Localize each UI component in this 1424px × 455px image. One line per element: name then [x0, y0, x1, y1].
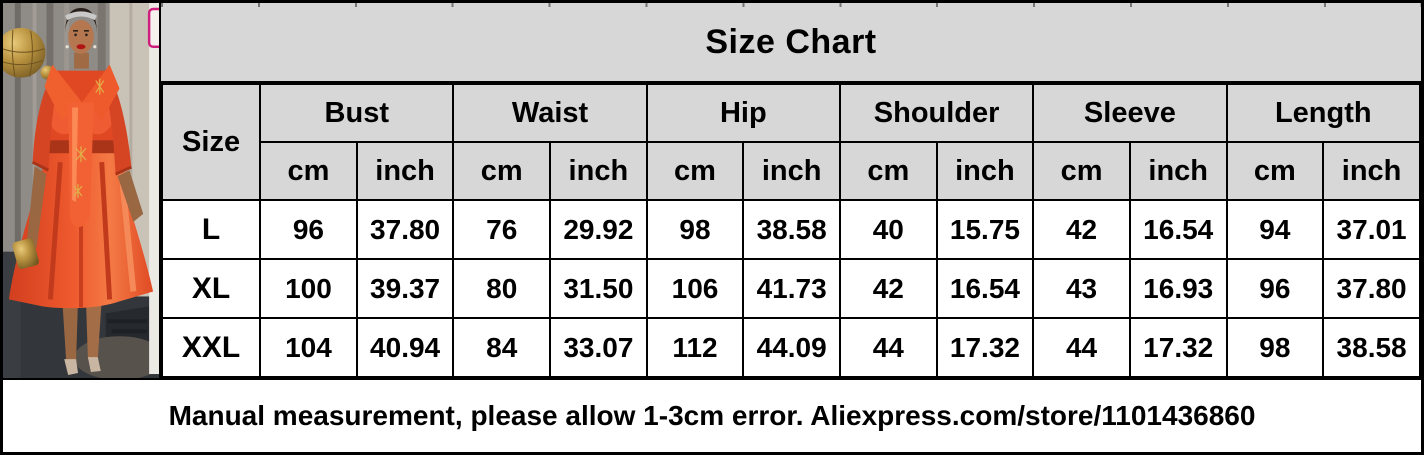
main-content: Size Chart Size Bust Waist Hip Shoulder … — [3, 3, 1421, 378]
group-header-bust: Bust — [259, 83, 455, 143]
size-label: XXL — [160, 317, 262, 378]
model-photo-illustration — [3, 3, 159, 378]
unit-header-cm: cm — [259, 141, 358, 201]
measurement-cell: 40 — [838, 199, 938, 260]
measurement-cell: 104 — [259, 317, 358, 378]
unit-header-inch: inch — [549, 141, 648, 201]
group-header-waist: Waist — [452, 83, 648, 143]
size-label: XL — [160, 258, 262, 319]
measurement-cell: 80 — [452, 258, 552, 319]
group-header-row: Size Bust Waist Hip Shoulder Sleeve Leng… — [160, 83, 1421, 201]
size-label: L — [160, 199, 262, 260]
measurement-cell: 29.92 — [549, 199, 648, 260]
measurement-cell: 44.09 — [742, 317, 841, 378]
measurement-cell: 38.58 — [742, 199, 841, 260]
measurement-cell: 96 — [1225, 258, 1325, 319]
title-row: Size Chart — [161, 3, 1421, 83]
measurement-cell: 16.54 — [1128, 199, 1228, 260]
unit-header-inch: inch — [1322, 141, 1421, 201]
measurement-cell: 94 — [1225, 199, 1325, 260]
measurement-cell: 17.32 — [935, 317, 1035, 378]
measurement-cell: 15.75 — [935, 199, 1035, 260]
unit-header-inch: inch — [935, 141, 1035, 201]
unit-header-inch: inch — [1128, 141, 1228, 201]
measurement-cell: 98 — [1225, 317, 1325, 378]
measurement-cell: 44 — [1032, 317, 1131, 378]
gold-clutch — [12, 238, 39, 270]
model-head — [65, 7, 97, 69]
measurement-cell: 16.54 — [935, 258, 1035, 319]
measurement-cell: 31.50 — [549, 258, 648, 319]
measurement-cell: 40.94 — [355, 317, 455, 378]
unit-header-inch: inch — [355, 141, 455, 201]
measurement-cell: 42 — [838, 258, 938, 319]
size-row-xl: XL 100 39.37 80 31.50 106 41.73 42 16.54… — [160, 258, 1421, 319]
measurement-cell: 17.32 — [1128, 317, 1228, 378]
group-header-shoulder: Shoulder — [838, 83, 1035, 143]
model-legs — [62, 299, 102, 376]
footer-note: Manual measurement, please allow 1-3cm e… — [168, 400, 1256, 431]
measurement-cell: 106 — [645, 258, 745, 319]
footer-row: Manual measurement, please allow 1-3cm e… — [3, 378, 1421, 452]
measurement-cell: 96 — [259, 199, 358, 260]
group-header-hip: Hip — [645, 83, 841, 143]
magenta-tag — [147, 7, 159, 49]
group-header-sleeve: Sleeve — [1032, 83, 1228, 143]
group-header-length: Length — [1225, 83, 1421, 143]
measurement-cell: 16.93 — [1128, 258, 1228, 319]
measurement-cell: 98 — [645, 199, 745, 260]
measurement-cell: 76 — [452, 199, 552, 260]
floor — [3, 251, 159, 378]
unit-header-cm: cm — [838, 141, 938, 201]
size-row-xxl: XXL 104 40.94 84 33.07 112 44.09 44 17.3… — [160, 317, 1421, 378]
measurement-cell: 84 — [452, 317, 552, 378]
size-column-header: Size — [160, 83, 262, 201]
measurement-cell: 33.07 — [549, 317, 648, 378]
measurement-cell: 42 — [1032, 199, 1131, 260]
measurement-cell: 112 — [645, 317, 745, 378]
measurement-cell: 39.37 — [355, 258, 455, 319]
unit-header-cm: cm — [1032, 141, 1131, 201]
measurement-cell: 43 — [1032, 258, 1131, 319]
product-photo — [3, 3, 161, 378]
measurement-cell: 44 — [838, 317, 938, 378]
measurement-cell: 38.58 — [1322, 317, 1421, 378]
table-area: Size Chart Size Bust Waist Hip Shoulder … — [160, 3, 1421, 378]
measurement-cell: 37.80 — [1322, 258, 1421, 319]
unit-header-cm: cm — [452, 141, 552, 201]
dress-collar — [44, 64, 120, 228]
measurement-cell: 41.73 — [742, 258, 841, 319]
unit-header-cm: cm — [645, 141, 745, 201]
page-title: Size Chart — [705, 22, 877, 61]
measurement-cell: 37.80 — [355, 199, 455, 260]
unit-header-cm: cm — [1225, 141, 1325, 201]
unit-header-inch: inch — [742, 141, 841, 201]
size-row-l: L 96 37.80 76 29.92 98 38.58 40 15.75 42… — [160, 199, 1421, 260]
measurement-cell: 100 — [259, 258, 358, 319]
unit-header-row: cm inch cm inch cm inch cm inch cm inch … — [162, 141, 1421, 201]
doorframe-strip — [149, 3, 159, 375]
measurement-cell: 37.01 — [1322, 199, 1421, 260]
size-chart-table: Size Bust Waist Hip Shoulder Sleeve Leng… — [160, 83, 1421, 378]
